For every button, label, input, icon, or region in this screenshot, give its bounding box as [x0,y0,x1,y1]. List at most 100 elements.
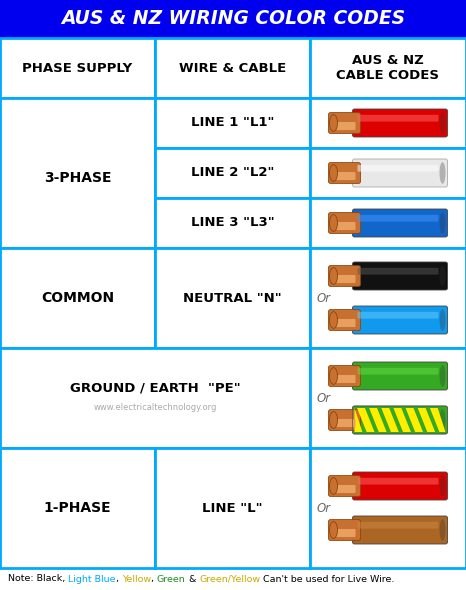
Bar [310,98,466,148]
Text: LINE "L": LINE "L" [202,502,263,514]
FancyBboxPatch shape [329,163,361,183]
FancyBboxPatch shape [331,122,356,130]
FancyBboxPatch shape [329,310,361,330]
Text: Green/Yellow: Green/Yellow [199,575,260,584]
Bar [310,148,466,198]
Ellipse shape [439,519,445,541]
FancyBboxPatch shape [331,275,356,283]
Text: AUS & NZ WIRING COLOR CODES: AUS & NZ WIRING COLOR CODES [61,9,405,28]
Bar [310,38,466,98]
FancyBboxPatch shape [352,306,447,334]
Text: Light Blue: Light Blue [68,575,116,584]
FancyBboxPatch shape [331,485,356,493]
Bar [155,148,310,198]
Text: www.electricaltechnology.org: www.electricaltechnology.org [93,404,217,412]
Polygon shape [393,408,411,432]
FancyBboxPatch shape [331,419,356,427]
Polygon shape [355,408,363,432]
Ellipse shape [439,162,445,184]
FancyBboxPatch shape [331,172,356,180]
Text: LINE 1 "L1": LINE 1 "L1" [191,116,274,129]
Bar [0,348,310,448]
Bar [0,0,466,38]
Text: Yellow: Yellow [122,575,151,584]
FancyBboxPatch shape [329,266,361,286]
Text: AUS & NZ
CABLE CODES: AUS & NZ CABLE CODES [336,54,439,82]
Text: ,: , [116,575,122,584]
Text: LINE 2 "L2": LINE 2 "L2" [191,166,274,179]
FancyBboxPatch shape [357,522,439,529]
FancyBboxPatch shape [329,476,361,496]
FancyBboxPatch shape [331,319,356,327]
FancyBboxPatch shape [329,113,361,133]
Bar [310,448,466,568]
Text: GROUND / EARTH  "PE": GROUND / EARTH "PE" [70,382,240,395]
FancyBboxPatch shape [331,222,356,230]
FancyBboxPatch shape [357,478,439,484]
Bar [155,38,310,98]
Bar [155,98,310,148]
Bar [310,248,466,348]
Text: COMMON: COMMON [41,291,114,305]
Ellipse shape [439,365,445,387]
Ellipse shape [329,114,337,132]
Ellipse shape [439,265,445,287]
FancyBboxPatch shape [357,215,439,222]
FancyBboxPatch shape [357,268,439,274]
Text: Or: Or [317,291,331,304]
Text: WIRE & CABLE: WIRE & CABLE [179,61,286,74]
Ellipse shape [329,215,337,231]
Ellipse shape [439,112,445,134]
Ellipse shape [329,477,337,494]
FancyBboxPatch shape [352,406,447,434]
FancyBboxPatch shape [357,312,439,319]
Ellipse shape [439,212,445,234]
Polygon shape [369,408,387,432]
Bar [0,248,155,348]
FancyBboxPatch shape [352,516,447,544]
Ellipse shape [329,368,337,385]
FancyBboxPatch shape [357,165,439,172]
FancyBboxPatch shape [331,375,356,383]
FancyBboxPatch shape [352,362,447,390]
FancyBboxPatch shape [352,209,447,237]
Polygon shape [381,408,399,432]
Bar [310,348,466,448]
Text: NEUTRAL "N": NEUTRAL "N" [183,291,282,304]
FancyBboxPatch shape [352,109,447,137]
Ellipse shape [439,475,445,497]
Text: LINE 3 "L3": LINE 3 "L3" [191,217,274,230]
Text: 1-PHASE: 1-PHASE [44,501,111,515]
Bar [155,198,310,248]
Bar [310,198,466,248]
Ellipse shape [329,268,337,284]
FancyBboxPatch shape [329,409,361,430]
FancyBboxPatch shape [357,368,439,375]
FancyBboxPatch shape [352,472,447,500]
Text: Note: Black,: Note: Black, [8,575,68,584]
Text: Or: Or [317,392,331,405]
Ellipse shape [329,165,337,181]
Bar [0,98,155,248]
Polygon shape [405,408,423,432]
Bar [155,248,310,348]
FancyBboxPatch shape [331,529,356,537]
Text: Or: Or [317,502,331,514]
Polygon shape [418,408,435,432]
FancyBboxPatch shape [329,212,361,234]
Bar [155,448,310,568]
Ellipse shape [329,312,337,329]
FancyBboxPatch shape [352,262,447,290]
FancyBboxPatch shape [329,366,361,386]
Ellipse shape [439,309,445,331]
Bar [0,38,155,98]
FancyBboxPatch shape [357,115,439,122]
FancyBboxPatch shape [352,159,447,187]
Text: 3-PHASE: 3-PHASE [44,171,111,185]
Polygon shape [357,408,375,432]
Polygon shape [430,408,445,432]
Text: Green: Green [157,575,185,584]
Ellipse shape [329,412,337,428]
Text: Can't be used for Live Wire.: Can't be used for Live Wire. [260,575,395,584]
Bar [0,448,155,568]
